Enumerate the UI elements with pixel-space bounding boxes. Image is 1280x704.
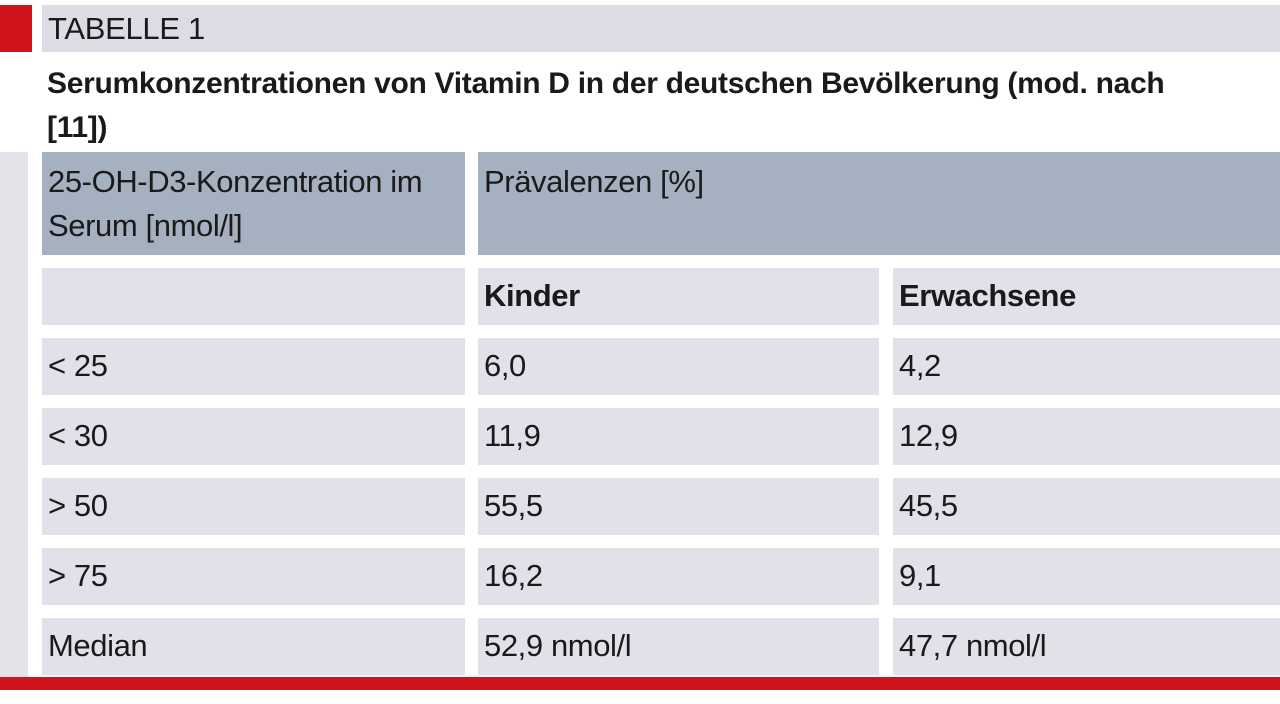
table-cell: < 30 xyxy=(42,408,465,465)
table-cell: Median xyxy=(42,618,465,675)
bottom-rule xyxy=(0,677,1280,690)
side-strip xyxy=(0,152,28,677)
table-cell: 16,2 xyxy=(478,548,879,605)
table-cell: 45,5 xyxy=(893,478,1280,535)
table-cell: < 25 xyxy=(42,338,465,395)
title: Serumkonzentrationen von Vitamin D in de… xyxy=(47,67,1165,144)
table-cell: > 50 xyxy=(42,478,465,535)
column-header: Prävalenzen [%] xyxy=(478,152,1280,255)
table-cell: Erwachsene xyxy=(893,268,1280,325)
table-cell: 11,9 xyxy=(478,408,879,465)
table-cell: 9,1 xyxy=(893,548,1280,605)
table-cell: 52,9 nmol/l xyxy=(478,618,879,675)
table-cell: 55,5 xyxy=(478,478,879,535)
table-cell: 6,0 xyxy=(478,338,879,395)
column-header: 25-OH-D3-Konzentration im Serum [nmol/l] xyxy=(42,152,465,255)
table-cell: 12,9 xyxy=(893,408,1280,465)
accent-block xyxy=(0,5,32,52)
label-bar: TABELLE 1 xyxy=(42,5,1280,52)
table-cell xyxy=(42,268,465,325)
table-cell: 4,2 xyxy=(893,338,1280,395)
table-cell: > 75 xyxy=(42,548,465,605)
table-cell: 47,7 nmol/l xyxy=(893,618,1280,675)
table-cell: Kinder xyxy=(478,268,879,325)
